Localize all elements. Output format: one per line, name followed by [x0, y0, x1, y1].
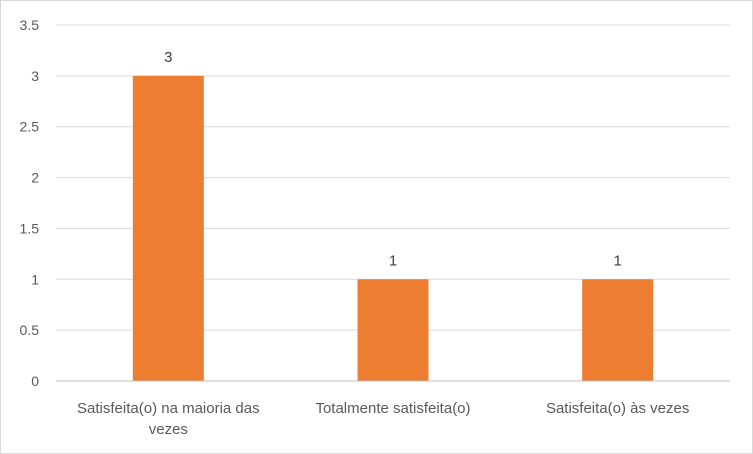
y-tick-label: 0 — [31, 373, 39, 389]
data-label: 1 — [613, 252, 621, 269]
y-tick-label: 2 — [31, 170, 39, 186]
labels: 0 0.5 1 1.5 2 2.5 3 3.5 3 Satisfeita(o) na maiori… — [20, 17, 690, 438]
y-tick-label: 3 — [31, 68, 39, 84]
bar — [357, 279, 429, 381]
x-category-label: Satisfeita(o) às vezes — [546, 400, 689, 417]
bar — [132, 75, 204, 381]
x-category-label: Satisfeita(o) na maioria das — [77, 400, 260, 417]
bar — [582, 279, 654, 381]
data-label: 1 — [389, 252, 397, 269]
y-tick-label: 0.5 — [20, 322, 40, 338]
y-tick-label: 1 — [31, 271, 39, 287]
y-tick-label: 1.5 — [20, 220, 40, 236]
y-tick-label: 2.5 — [20, 119, 40, 135]
bars — [132, 75, 654, 381]
x-category-label: vezes — [149, 421, 188, 438]
data-label: 3 — [164, 49, 172, 66]
y-tick-label: 3.5 — [20, 17, 40, 33]
x-category-label: Totalmente satisfeita(o) — [315, 400, 470, 417]
